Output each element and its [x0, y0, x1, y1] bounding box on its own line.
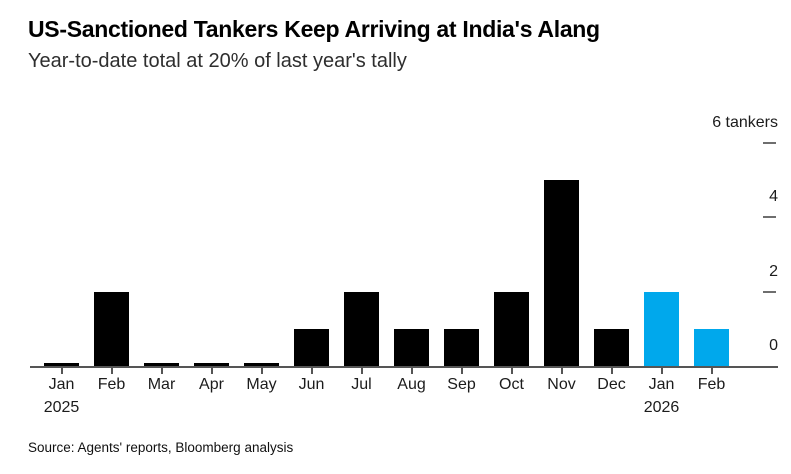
y-axis-label: 0 [769, 337, 778, 354]
x-axis-label: Jul [351, 376, 372, 393]
y-axis-label: 2 [769, 262, 778, 280]
x-axis-label: Mar [147, 376, 176, 393]
bar-sep-8 [444, 329, 479, 366]
x-axis-label: Jan [648, 376, 675, 393]
bar-jul-6 [344, 292, 379, 366]
x-axis-tick [110, 368, 113, 374]
x-axis-year-label: 2025 [43, 399, 80, 416]
x-axis-tick [360, 368, 363, 374]
x-axis-tick [410, 368, 413, 374]
bar-nov-10 [544, 180, 579, 366]
y-axis-tick [763, 290, 776, 293]
bar-may-4 [244, 363, 279, 366]
x-axis-label: Dec [597, 376, 626, 393]
bar-dec-11 [594, 329, 629, 366]
x-axis-label: Oct [499, 376, 524, 393]
bar-oct-9 [494, 292, 529, 366]
bar-aug-7 [394, 329, 429, 366]
x-axis-tick [310, 368, 313, 374]
x-axis-tick [510, 368, 513, 374]
bar-jun-5 [294, 329, 329, 366]
x-axis-tick [660, 368, 663, 374]
x-axis-tick [610, 368, 613, 374]
x-axis-label: Apr [199, 376, 224, 393]
x-axis-tick [210, 368, 213, 374]
x-axis-label: Aug [397, 376, 426, 393]
x-axis-label: May [246, 376, 277, 393]
y-axis-tick [763, 216, 776, 219]
y-axis-label: 6 tankers [712, 114, 778, 131]
bar-feb-1 [94, 292, 129, 366]
bar-feb-13 [694, 329, 729, 366]
x-axis-label: Feb [697, 376, 726, 393]
x-axis-tick [460, 368, 463, 374]
chart-subtitle: Year-to-date total at 20% of last year's… [28, 50, 407, 72]
bar-apr-3 [194, 363, 229, 366]
y-axis-tick [763, 142, 776, 144]
bar-jan-12 [644, 292, 679, 366]
x-axis-year-label: 2026 [643, 399, 680, 416]
y-axis-label: 4 [769, 188, 778, 206]
x-axis-tick [710, 368, 713, 374]
x-axis-label: Sep [447, 376, 476, 393]
x-axis-tick [60, 368, 63, 374]
x-axis-label: Jun [298, 376, 325, 393]
x-axis-label: Nov [547, 376, 576, 393]
x-axis-tick [560, 368, 563, 374]
source-note: Source: Agents' reports, Bloomberg analy… [28, 440, 294, 455]
chart-title: US-Sanctioned Tankers Keep Arriving at I… [28, 16, 600, 42]
x-axis-label: Feb [97, 376, 126, 393]
x-axis-tick [260, 368, 263, 374]
x-axis-tick [160, 368, 163, 374]
bar-mar-2 [144, 363, 179, 366]
x-axis-line [30, 366, 778, 368]
x-axis-label: Jan [48, 376, 75, 393]
bar-jan-0 [44, 363, 79, 366]
